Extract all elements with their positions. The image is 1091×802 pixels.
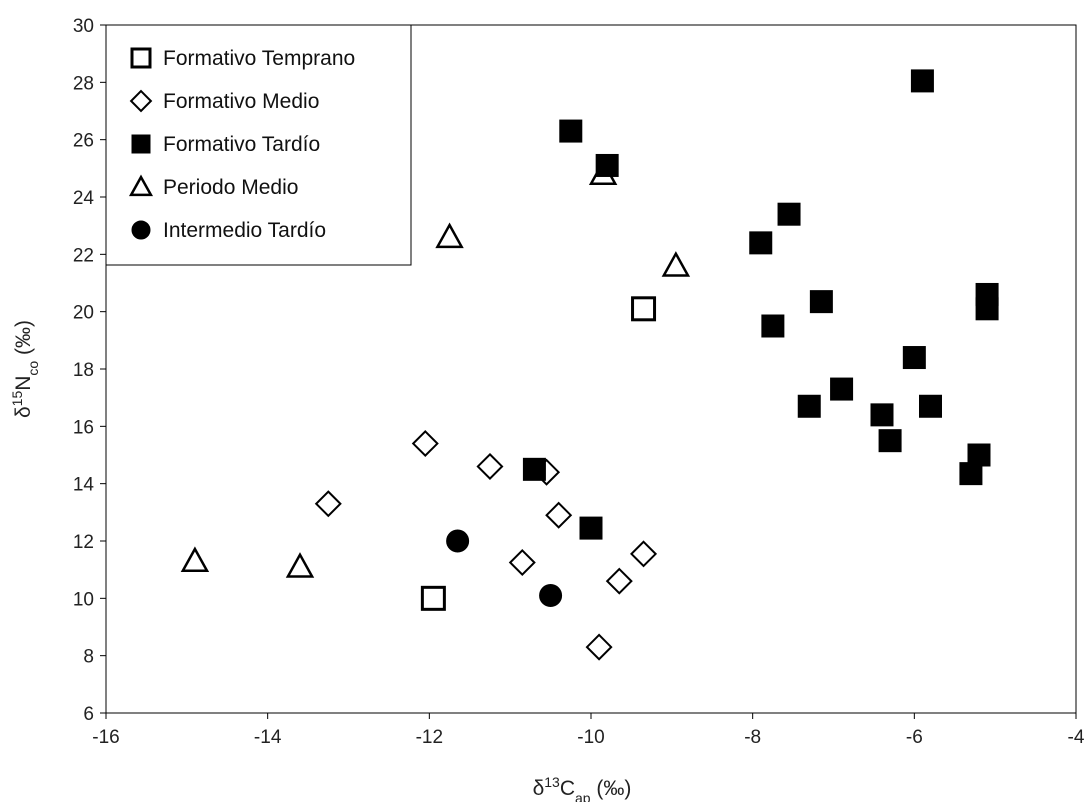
y-tick-label: 30 <box>73 16 94 37</box>
point-periodo-medio <box>661 251 691 277</box>
data-points <box>180 69 999 661</box>
legend: Formativo Temprano Formativo Medio Formati… <box>105 24 412 266</box>
y-tick-label: 8 <box>83 647 94 668</box>
x-tick-label: -16 <box>92 727 119 748</box>
point-formativo-tardio <box>809 290 833 314</box>
legend-marker <box>131 134 151 154</box>
point-formativo-tardio <box>902 346 926 370</box>
y-axis: 6 8 10 12 14 16 18 20 22 24 26 28 30 <box>73 16 106 725</box>
point-formativo-tardio <box>595 153 619 177</box>
point-formativo-tardio <box>579 516 603 540</box>
x-tick-label: -14 <box>254 727 282 748</box>
legend-marker <box>129 89 153 113</box>
point-intermedio-tardio <box>446 529 470 553</box>
point-formativo-tardio <box>910 69 934 93</box>
y-tick-label: 18 <box>73 360 94 381</box>
y-tick-label: 26 <box>73 131 94 152</box>
point-formativo-tardio <box>797 394 821 418</box>
point-formativo-medio <box>314 490 342 518</box>
y-tick-label: 22 <box>73 245 94 266</box>
point-formativo-medio <box>585 633 613 661</box>
point-formativo-tardio <box>522 457 546 481</box>
point-formativo-tardio <box>559 119 583 143</box>
legend-label: Periodo Medio <box>163 176 298 199</box>
point-formativo-medio <box>605 567 633 595</box>
y-tick-label: 12 <box>73 532 94 553</box>
y-tick-label: 24 <box>73 188 95 209</box>
x-tick-label: -8 <box>744 727 761 748</box>
point-periodo-medio <box>435 222 464 249</box>
point-intermedio-tardio <box>539 583 563 607</box>
point-periodo-medio <box>180 546 210 572</box>
point-formativo-tardio <box>761 314 785 338</box>
point-formativo-temprano <box>420 585 446 611</box>
legend-box <box>105 24 412 266</box>
point-formativo-temprano <box>631 296 657 322</box>
legend-marker <box>131 220 151 240</box>
y-tick-label: 10 <box>73 589 94 610</box>
legend-marker <box>128 174 154 197</box>
point-formativo-tardio <box>878 429 902 453</box>
point-formativo-tardio <box>919 394 942 418</box>
legend-label: Formativo Tardío <box>163 133 320 156</box>
x-axis: -16 -14 -12 -10 -8 -6 -4 <box>92 713 1085 748</box>
point-formativo-medio <box>411 430 439 458</box>
legend-label: Formativo Medio <box>163 90 319 113</box>
legend-label: Formativo Temprano <box>163 47 355 70</box>
point-formativo-tardio <box>749 231 773 255</box>
point-formativo-medio <box>630 540 658 568</box>
x-axis-title: δ13Cap (‰) <box>533 774 632 802</box>
point-formativo-medio <box>545 501 573 529</box>
point-formativo-medio <box>508 548 536 577</box>
point-formativo-tardio <box>959 462 983 486</box>
point-periodo-medio <box>285 552 315 578</box>
point-formativo-medio <box>476 452 504 480</box>
x-tick-label: -6 <box>906 727 923 748</box>
x-tick-label: -10 <box>577 727 604 748</box>
y-tick-label: 14 <box>73 475 95 496</box>
legend-marker <box>130 47 152 69</box>
y-axis-title: δ15Nco (‰) <box>9 320 41 418</box>
point-formativo-tardio <box>777 202 801 226</box>
y-tick-label: 16 <box>73 417 94 438</box>
legend-label: Intermedio Tardío <box>163 219 326 242</box>
point-formativo-tardio <box>870 403 894 427</box>
x-tick-label: -12 <box>416 727 443 748</box>
y-tick-label: 20 <box>73 303 94 324</box>
point-formativo-tardio <box>830 377 854 401</box>
point-formativo-tardio <box>975 297 999 321</box>
y-tick-label: 28 <box>73 73 94 94</box>
x-tick-label: -4 <box>1068 727 1085 748</box>
y-tick-label: 6 <box>83 704 94 725</box>
